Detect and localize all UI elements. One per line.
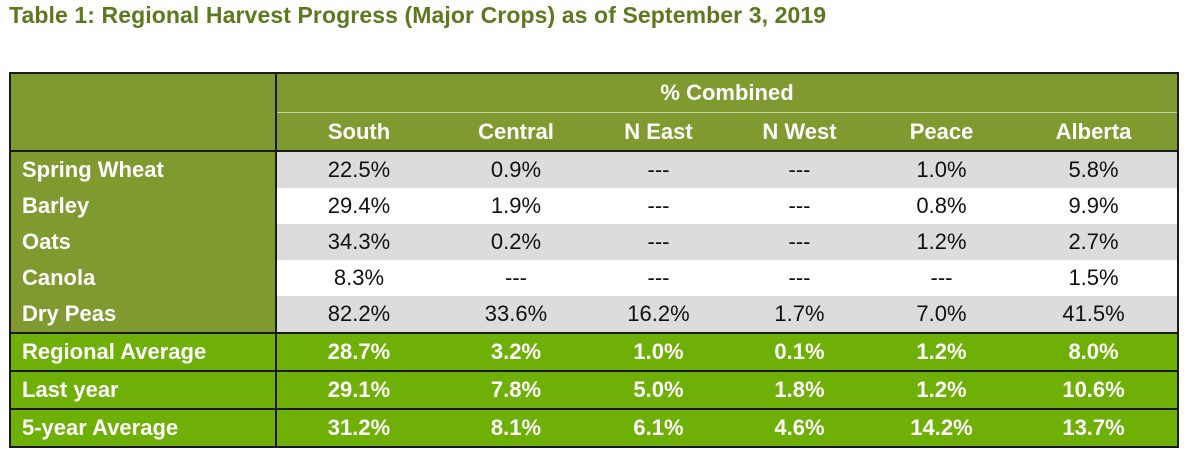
table-cell: 1.0% bbox=[591, 332, 726, 371]
table-cell: 8.3% bbox=[276, 260, 441, 296]
table-cell: --- bbox=[441, 260, 591, 296]
table-cell: --- bbox=[591, 150, 726, 188]
table-cell: 2.7% bbox=[1010, 224, 1179, 260]
table-cell: --- bbox=[726, 260, 873, 296]
table-cell: --- bbox=[726, 150, 873, 188]
table-row: Spring Wheat 22.5% 0.9% --- --- 1.0% 5.8… bbox=[10, 150, 1179, 188]
table-cell: --- bbox=[591, 224, 726, 260]
column-header-n-east: N East bbox=[591, 112, 726, 151]
column-header-alberta: Alberta bbox=[1010, 112, 1179, 151]
column-header-south: South bbox=[276, 112, 441, 151]
table-cell: 14.2% bbox=[873, 408, 1010, 447]
table-cell: 1.2% bbox=[873, 224, 1010, 260]
table-cell: 6.1% bbox=[591, 408, 726, 447]
table-cell: --- bbox=[591, 188, 726, 224]
table-cell: 28.7% bbox=[276, 332, 441, 371]
row-label: Last year bbox=[10, 370, 277, 409]
table-cell: 3.2% bbox=[441, 332, 591, 371]
table-cell: 1.9% bbox=[441, 188, 591, 224]
column-header-n-west: N West bbox=[726, 112, 873, 151]
table-cell: 41.5% bbox=[1010, 296, 1179, 333]
table-row: Oats 34.3% 0.2% --- --- 1.2% 2.7% bbox=[10, 224, 1179, 260]
header-corner-cell bbox=[10, 73, 277, 151]
row-label: Canola bbox=[10, 260, 277, 296]
row-label: Regional Average bbox=[10, 332, 277, 371]
table-cell: 8.0% bbox=[1010, 332, 1179, 371]
table-cell: 1.8% bbox=[726, 370, 873, 409]
table-cell: 8.1% bbox=[441, 408, 591, 447]
column-header-central: Central bbox=[441, 112, 591, 151]
table-cell: 5.0% bbox=[591, 370, 726, 409]
table-cell: 31.2% bbox=[276, 408, 441, 447]
table-title: Table 1: Regional Harvest Progress (Majo… bbox=[9, 2, 827, 28]
table-cell: 29.4% bbox=[276, 188, 441, 224]
table-cell: 29.1% bbox=[276, 370, 441, 409]
table-row: Canola 8.3% --- --- --- --- 1.5% bbox=[10, 260, 1179, 296]
table-cell: 13.7% bbox=[1010, 408, 1179, 447]
table-cell: 7.0% bbox=[873, 296, 1010, 333]
row-label: 5-year Average bbox=[10, 408, 277, 447]
row-label: Oats bbox=[10, 224, 277, 260]
harvest-progress-table: % Combined South Central N East N West P… bbox=[9, 72, 1180, 448]
summary-row: Regional Average 28.7% 3.2% 1.0% 0.1% 1.… bbox=[10, 332, 1179, 371]
table-cell: 0.2% bbox=[441, 224, 591, 260]
table-cell: 0.8% bbox=[873, 188, 1010, 224]
table-cell: 1.2% bbox=[873, 370, 1010, 409]
row-label: Dry Peas bbox=[10, 296, 277, 333]
table-cell: 1.7% bbox=[726, 296, 873, 333]
table-cell: 33.6% bbox=[441, 296, 591, 333]
table-cell: --- bbox=[873, 260, 1010, 296]
table-cell: 7.8% bbox=[441, 370, 591, 409]
table-cell: 16.2% bbox=[591, 296, 726, 333]
table-cell: --- bbox=[726, 224, 873, 260]
table-row: Dry Peas 82.2% 33.6% 16.2% 1.7% 7.0% 41.… bbox=[10, 296, 1179, 333]
table-cell: --- bbox=[726, 188, 873, 224]
table-cell: 22.5% bbox=[276, 150, 441, 188]
table-cell: 0.1% bbox=[726, 332, 873, 371]
row-label: Spring Wheat bbox=[10, 150, 277, 188]
table-cell: --- bbox=[591, 260, 726, 296]
row-label: Barley bbox=[10, 188, 277, 224]
table-cell: 10.6% bbox=[1010, 370, 1179, 409]
summary-row: Last year 29.1% 7.8% 5.0% 1.8% 1.2% 10.6… bbox=[10, 370, 1179, 409]
group-header: % Combined bbox=[276, 73, 1179, 113]
table-cell: 1.0% bbox=[873, 150, 1010, 188]
table-cell: 5.8% bbox=[1010, 150, 1179, 188]
summary-row: 5-year Average 31.2% 8.1% 6.1% 4.6% 14.2… bbox=[10, 408, 1179, 447]
table-cell: 9.9% bbox=[1010, 188, 1179, 224]
table-cell: 1.2% bbox=[873, 332, 1010, 371]
table-cell: 0.9% bbox=[441, 150, 591, 188]
table-cell: 82.2% bbox=[276, 296, 441, 333]
column-header-peace: Peace bbox=[873, 112, 1010, 151]
table-cell: 4.6% bbox=[726, 408, 873, 447]
table-cell: 1.5% bbox=[1010, 260, 1179, 296]
table-cell: 34.3% bbox=[276, 224, 441, 260]
table-row: Barley 29.4% 1.9% --- --- 0.8% 9.9% bbox=[10, 188, 1179, 224]
